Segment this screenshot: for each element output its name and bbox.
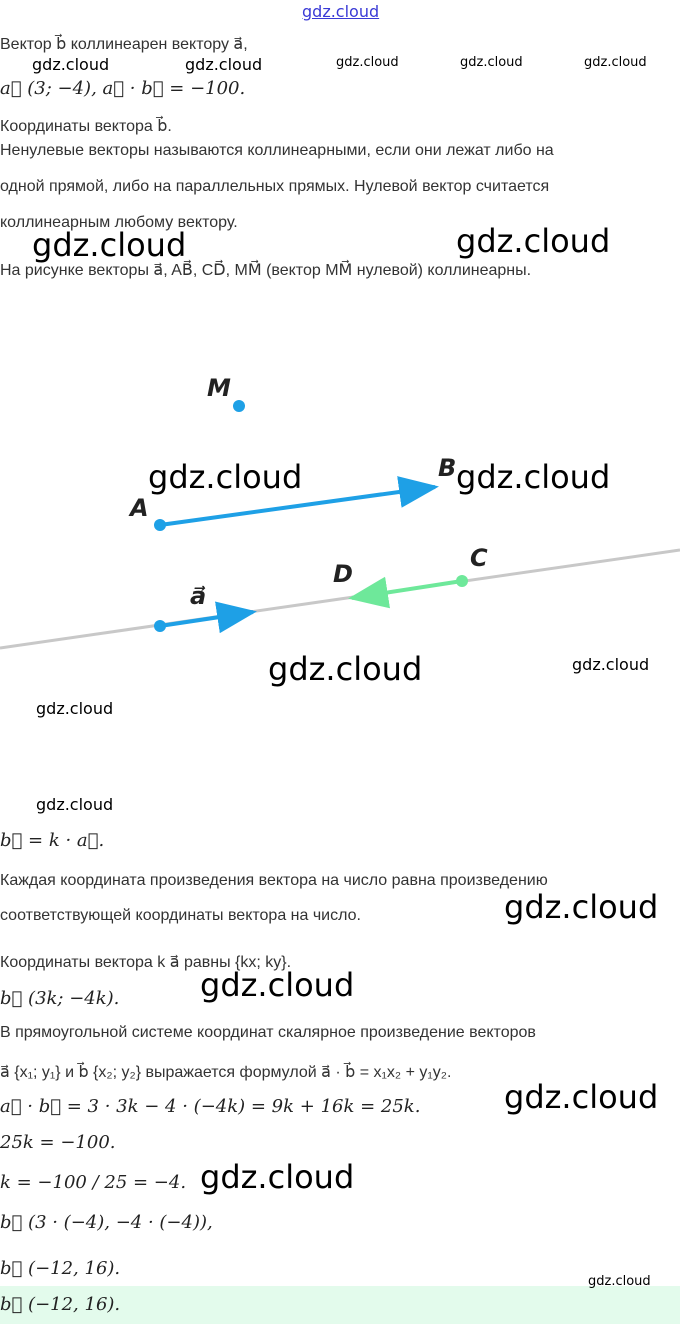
point-a-start: [154, 620, 166, 632]
watermark: gdz.cloud: [32, 226, 187, 264]
watermark: gdz.cloud: [584, 55, 647, 70]
text-line: Координаты вектора k a⃗ равны {kx; ky}.: [0, 954, 292, 971]
answer-text: b⃗ (−12, 16).: [0, 1294, 121, 1315]
watermark: gdz.cloud: [572, 655, 650, 674]
math-line: a⃗ (3; −4), a⃗ · b⃗ = −100.: [0, 78, 246, 99]
math-line: b⃗ (3k; −4k).: [0, 988, 120, 1009]
math-line: b⃗ (−12, 16).: [0, 1258, 121, 1279]
watermark: gdz.cloud: [456, 458, 611, 496]
watermark: gdz.cloud: [336, 55, 399, 70]
text-line: На рисунке векторы a⃗, AB⃗, CD⃗, MM⃗ (ве…: [0, 262, 532, 279]
watermark: gdz.cloud: [456, 222, 611, 260]
text-line: a⃗ {x₁; y₁} и b⃗ {x₂; y₂} выражается фор…: [0, 1064, 452, 1081]
watermark: gdz.cloud: [36, 795, 114, 814]
watermark: gdz.cloud: [460, 55, 523, 70]
line-cd: [0, 548, 680, 650]
label-d: D: [333, 560, 353, 588]
math-line: k = −100 / 25 = −4.: [0, 1172, 187, 1193]
text-line: Ненулевые векторы называются коллинеарны…: [0, 142, 554, 159]
watermark: gdz.cloud: [200, 966, 355, 1004]
math-line: a⃗ · b⃗ = 3 · 3k − 4 · (−4k) = 9k + 16k …: [0, 1096, 421, 1117]
label-vector-a: a⃗: [190, 582, 206, 610]
watermark: gdz.cloud: [588, 1274, 651, 1289]
label-m: M: [207, 374, 231, 402]
watermark: gdz.cloud: [268, 650, 423, 688]
site-link[interactable]: gdz.cloud: [302, 2, 380, 21]
text-line: В прямоугольной системе координат скаляр…: [0, 1024, 536, 1041]
label-a-point: A: [128, 494, 149, 522]
watermark: gdz.cloud: [32, 55, 110, 74]
math-line: 25k = −100.: [0, 1132, 116, 1153]
vectors-diagram: M A B C D a⃗: [0, 374, 680, 650]
math-line: b⃗ = k · a⃗.: [0, 830, 105, 851]
text-line: Каждая координата произведения вектора н…: [0, 872, 548, 889]
watermark: gdz.cloud: [36, 699, 114, 718]
watermark: gdz.cloud: [200, 1158, 355, 1196]
answer-box: b⃗ (−12, 16).: [0, 1286, 680, 1324]
watermark: gdz.cloud: [504, 888, 659, 926]
watermark: gdz.cloud: [504, 1078, 659, 1116]
text-line: одной прямой, либо на параллельных прямы…: [0, 178, 550, 195]
label-b: B: [438, 454, 456, 482]
watermark: gdz.cloud: [148, 458, 303, 496]
point-c: [456, 575, 468, 587]
label-c: C: [470, 544, 488, 572]
vector-cd: [348, 576, 463, 609]
text-line: соответствующей координаты вектора на чи…: [0, 907, 361, 924]
text-line: коллинеарным любому вектору.: [0, 214, 238, 231]
point-a: [154, 519, 166, 531]
vector-a: [159, 601, 257, 634]
point-m: [233, 400, 245, 412]
watermark: gdz.cloud: [185, 55, 263, 74]
vector-ab: [159, 476, 439, 527]
math-line: b⃗ (3 · (−4), −4 · (−4)),: [0, 1212, 213, 1233]
text-line: Вектор b⃗ коллинеарен вектору a⃗,: [0, 36, 248, 53]
text-line: Координаты вектора b⃗.: [0, 118, 172, 135]
